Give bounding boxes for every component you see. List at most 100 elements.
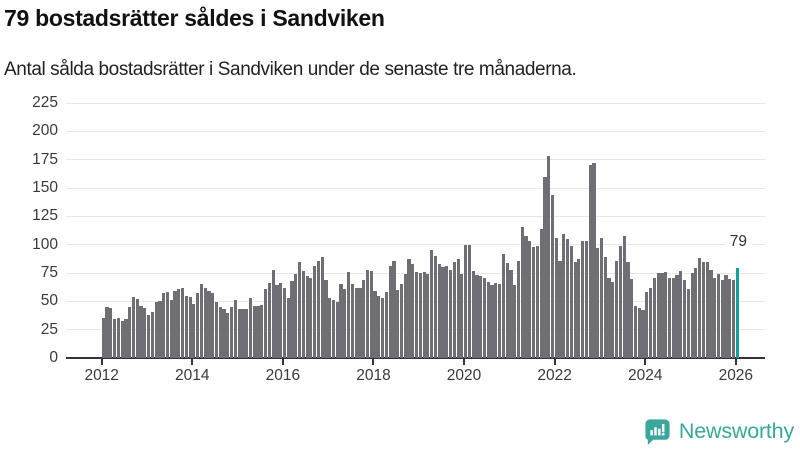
bar: [437, 263, 441, 358]
x-axis-label: 2018: [356, 367, 391, 384]
bar: [139, 305, 143, 358]
newsworthy-logo-link[interactable]: Newsworthy: [643, 414, 794, 448]
bar: [452, 261, 456, 358]
bar: [633, 305, 638, 358]
bar: [686, 288, 690, 358]
newsworthy-wordmark: Newsworthy: [678, 418, 794, 443]
bar: [109, 308, 113, 358]
bar: [347, 271, 351, 358]
x-axis-label: 2020: [446, 367, 482, 384]
bar: [113, 319, 117, 358]
bar: [671, 277, 675, 358]
bar: [271, 269, 275, 358]
bar: [520, 226, 524, 358]
bar: [430, 250, 434, 358]
bar: [603, 257, 607, 358]
bar: [403, 274, 407, 358]
bar: [441, 267, 445, 358]
y-axis-label: 225: [32, 94, 58, 111]
bar: [486, 282, 490, 358]
gridline: [66, 102, 765, 104]
bar: [169, 300, 173, 358]
bar: [245, 309, 249, 358]
x-axis-tick: [100, 359, 103, 365]
bar: [339, 284, 343, 358]
bar: [720, 279, 724, 358]
bar: [554, 237, 558, 358]
bar: [407, 259, 411, 358]
bar: [418, 273, 422, 358]
bar: [214, 302, 219, 358]
bar: [154, 302, 158, 358]
bar: [377, 295, 381, 358]
bar: [573, 261, 577, 358]
bar: [531, 246, 536, 358]
bar: [362, 279, 366, 358]
bar: [222, 309, 226, 358]
y-axis-label: 100: [32, 235, 58, 253]
bar: [422, 271, 426, 358]
bar: [652, 277, 656, 358]
bar: [282, 287, 287, 358]
bar: [230, 307, 234, 358]
y-axis: 0 25 50 75 100 125 150 175 200 225: [0, 94, 58, 366]
bar: [173, 291, 177, 358]
y-axis-label: 125: [32, 207, 58, 225]
bar: [350, 284, 354, 358]
bar: [615, 260, 619, 358]
bar: [464, 244, 468, 358]
bar: [294, 274, 298, 358]
bar: [135, 299, 139, 358]
bar: [290, 280, 294, 358]
bar: [343, 288, 347, 358]
bar: [709, 269, 713, 358]
bar: [562, 234, 566, 358]
bar: [396, 290, 400, 358]
bar: [516, 260, 521, 358]
bar: [501, 253, 505, 358]
bar: [445, 266, 449, 358]
bar: [275, 285, 279, 358]
x-axis-label: 2014: [175, 367, 210, 384]
bar: [679, 270, 683, 358]
bar: [528, 241, 532, 358]
x-axis-tick: [734, 359, 737, 365]
bar: [498, 284, 502, 358]
bar: [252, 305, 256, 358]
bar: [297, 261, 302, 358]
bar: [233, 300, 237, 358]
x-axis-label: 2016: [265, 367, 301, 384]
bar: [180, 287, 185, 358]
x-axis-label: 2024: [627, 367, 663, 384]
plot-area: 79 2012 2014 2016 2018 2020 2022 2024 2026: [66, 102, 765, 384]
bar: [165, 292, 170, 358]
bar: [569, 245, 573, 358]
bar: [305, 276, 309, 358]
bar: [482, 277, 487, 358]
page-title: 79 bostadsrätter såldes i Sandviken: [4, 5, 385, 31]
x-axis-tick: [553, 359, 556, 365]
bar: [196, 293, 200, 358]
chart-subtitle: Antal sålda bostadsrätter i Sandviken un…: [4, 59, 577, 80]
bar: [313, 266, 317, 358]
gridline: [66, 244, 765, 246]
bar: [162, 293, 166, 358]
x-axis-tick: [281, 359, 284, 365]
bar: [286, 297, 290, 358]
bar: [369, 270, 373, 358]
bar: [694, 268, 698, 358]
x-axis-label: 2012: [84, 367, 119, 384]
bar: [505, 262, 509, 358]
y-axis-label: 175: [32, 150, 58, 168]
bar: [701, 261, 706, 358]
bar: [131, 296, 136, 358]
y-axis-label: 0: [49, 349, 58, 366]
bar: [256, 305, 260, 358]
bar: [309, 277, 313, 358]
bar: [128, 307, 132, 358]
bar: [384, 292, 388, 358]
bar: [320, 257, 324, 358]
bar: [596, 248, 600, 358]
gridline: [66, 215, 765, 217]
